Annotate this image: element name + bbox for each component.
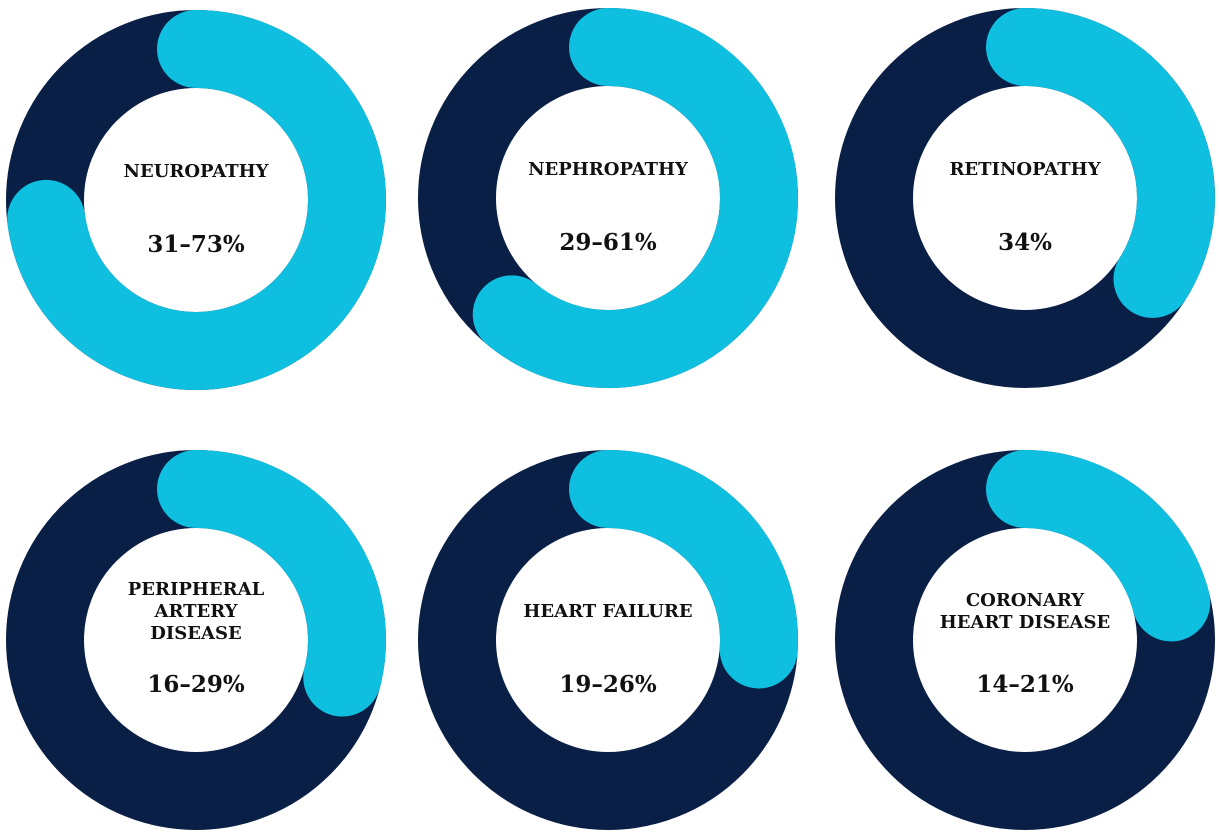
value-label: 29–61% (559, 229, 657, 256)
donut-arc (157, 450, 386, 717)
donut-arc (986, 8, 1215, 318)
donut-arc (472, 8, 798, 388)
donut-title: ARTERY (154, 601, 239, 622)
donut-title: HEART FAILURE (523, 601, 692, 622)
donut-title: DISEASE (150, 623, 241, 644)
donut-title: PERIPHERAL (128, 579, 265, 600)
donut-arc (7, 10, 386, 390)
donut-title: HEART DISEASE (940, 612, 1110, 633)
donut-title: CORONARY (966, 590, 1085, 611)
donut-title: NEPHROPATHY (528, 159, 689, 180)
value-label: 14–21% (976, 671, 1074, 698)
value-label: 31–73% (147, 231, 245, 258)
value-label: 16–29% (147, 671, 245, 698)
donut-title: NEUROPATHY (124, 161, 270, 182)
donut-arc (569, 450, 798, 689)
value-label: 19–26% (559, 671, 657, 698)
donut-arc (986, 450, 1211, 642)
donut-title: RETINOPATHY (949, 159, 1101, 180)
value-label: 34% (998, 229, 1052, 256)
